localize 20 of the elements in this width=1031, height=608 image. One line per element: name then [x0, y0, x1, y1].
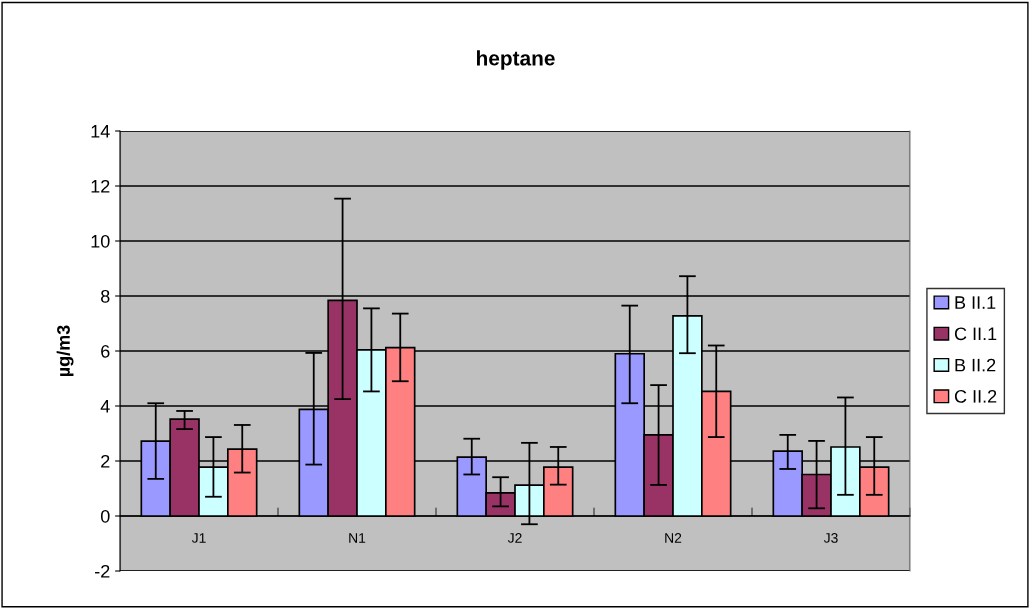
legend-label: C II.1 — [954, 327, 997, 341]
y-tick-label: 14 — [91, 125, 110, 138]
y-tick-label: 8 — [101, 289, 110, 303]
y-tick-label: 10 — [91, 234, 110, 248]
x-tick-label: N2 — [665, 533, 682, 543]
legend-label: C II.2 — [954, 389, 997, 403]
x-tick-label: J1 — [191, 533, 206, 543]
x-tick-label: J2 — [507, 533, 522, 543]
y-axis-title: µg/m3 — [56, 325, 74, 377]
y-tick-label: 0 — [100, 509, 110, 523]
chart-title: heptane — [477, 50, 555, 70]
x-tick-label: N1 — [349, 533, 366, 543]
y-tick-label: 2 — [101, 454, 110, 468]
y-tick-label: 6 — [101, 344, 110, 358]
x-tick-label: J3 — [823, 533, 838, 543]
y-tick-label: 4 — [100, 400, 110, 413]
legend-label: B II.2 — [955, 358, 996, 372]
y-tick-label: 12 — [91, 179, 110, 193]
y-tick-label: -2 — [95, 564, 110, 578]
legend-label: B II.1 — [955, 296, 996, 309]
